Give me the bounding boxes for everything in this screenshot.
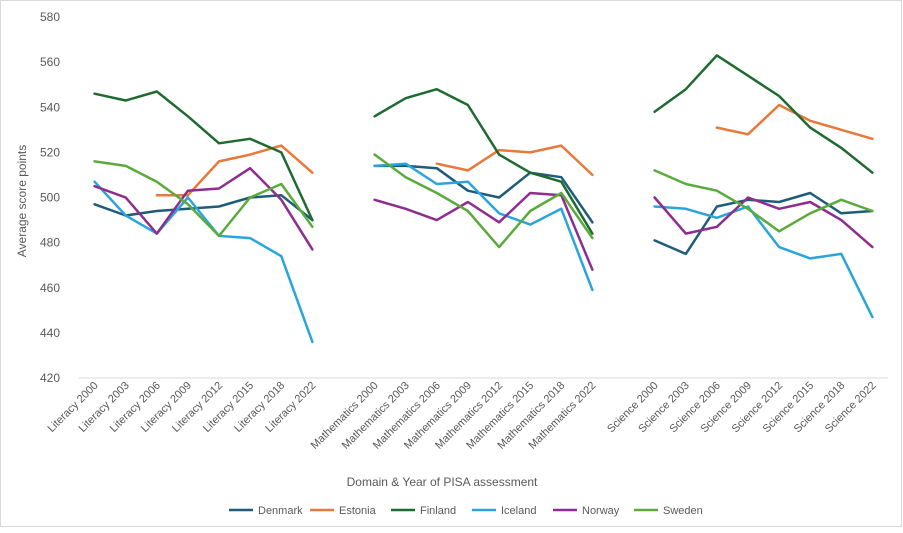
legend: Denmark Estonia Finland Iceland Norway Sweden (229, 505, 703, 517)
series-line (93, 166, 314, 251)
series-line (373, 162, 594, 292)
series-line (93, 160, 314, 238)
series-line (653, 205, 874, 319)
series-line (373, 191, 594, 271)
y-tick-label: 440 (40, 326, 60, 340)
legend-item-denmark: Denmark (229, 505, 303, 517)
y-tick-label: 540 (40, 100, 60, 114)
y-tick-label: 420 (40, 371, 60, 385)
y-axis-title: Average score points (15, 145, 29, 258)
series-line (93, 90, 314, 222)
y-tick-label: 520 (40, 145, 60, 159)
series-line (653, 191, 874, 256)
series-line (373, 87, 594, 235)
series-line (653, 54, 874, 174)
series-norway (93, 166, 874, 271)
legend-label: Finland (420, 505, 456, 517)
series-line (435, 144, 594, 177)
y-tick-label: 580 (40, 10, 60, 24)
legend-item-finland: Finland (391, 505, 456, 517)
legend-label: Estonia (339, 505, 377, 517)
legend-item-sweden: Sweden (634, 505, 703, 517)
legend-label: Norway (582, 505, 620, 517)
legend-item-norway: Norway (553, 505, 620, 517)
y-tick-label: 500 (40, 191, 60, 205)
series-line (93, 180, 314, 344)
y-axis-ticks: 420 440 460 480 500 520 540 560 580 (40, 10, 60, 385)
series-line (373, 153, 594, 249)
series-iceland (93, 162, 874, 344)
legend-label: Denmark (258, 505, 303, 517)
series-line (653, 196, 874, 249)
legend-item-iceland: Iceland (472, 505, 536, 517)
series-layer (93, 54, 874, 344)
legend-item-estonia: Estonia (310, 505, 377, 517)
series-sweden (93, 153, 874, 249)
y-tick-label: 460 (40, 281, 60, 295)
y-tick-label: 560 (40, 55, 60, 69)
legend-label: Iceland (501, 505, 536, 517)
y-tick-label: 480 (40, 236, 60, 250)
series-line (155, 144, 314, 197)
x-axis-title: Domain & Year of PISA assessment (347, 475, 538, 489)
series-finland (93, 54, 874, 235)
series-line (653, 169, 874, 233)
series-denmark (93, 164, 874, 256)
legend-label: Sweden (663, 505, 703, 517)
